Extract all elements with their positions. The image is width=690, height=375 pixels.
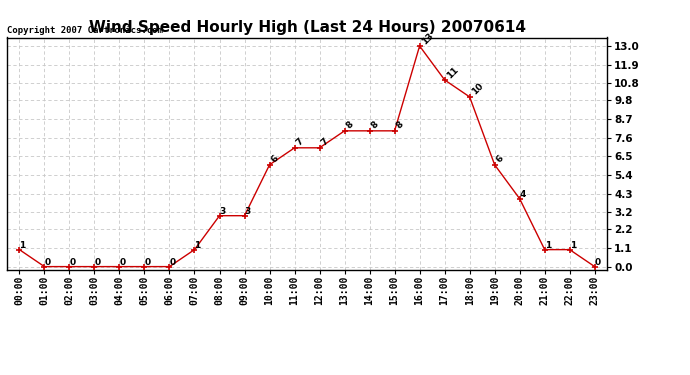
Text: 8: 8 [370,120,380,131]
Text: 11: 11 [444,65,460,80]
Text: 1: 1 [195,241,201,250]
Text: 1: 1 [544,241,551,250]
Text: 0: 0 [95,258,101,267]
Text: 0: 0 [144,258,150,267]
Title: Wind Speed Hourly High (Last 24 Hours) 20070614: Wind Speed Hourly High (Last 24 Hours) 2… [88,20,526,35]
Text: 0: 0 [44,258,50,267]
Text: Copyright 2007 Cartronics.com: Copyright 2007 Cartronics.com [7,26,163,35]
Text: 0: 0 [170,258,176,267]
Text: 3: 3 [244,207,250,216]
Text: 3: 3 [219,207,226,216]
Text: 1: 1 [570,241,576,250]
Text: 4: 4 [520,190,526,199]
Text: 1: 1 [19,241,26,250]
Text: 7: 7 [319,137,331,148]
Text: 0: 0 [70,258,76,267]
Text: 7: 7 [295,137,306,148]
Text: 6: 6 [270,154,280,165]
Text: 6: 6 [495,154,506,165]
Text: 8: 8 [344,120,355,131]
Text: 0: 0 [119,258,126,267]
Text: 0: 0 [595,258,601,267]
Text: 13: 13 [420,31,435,46]
Text: 10: 10 [470,82,485,97]
Text: 8: 8 [395,120,406,131]
